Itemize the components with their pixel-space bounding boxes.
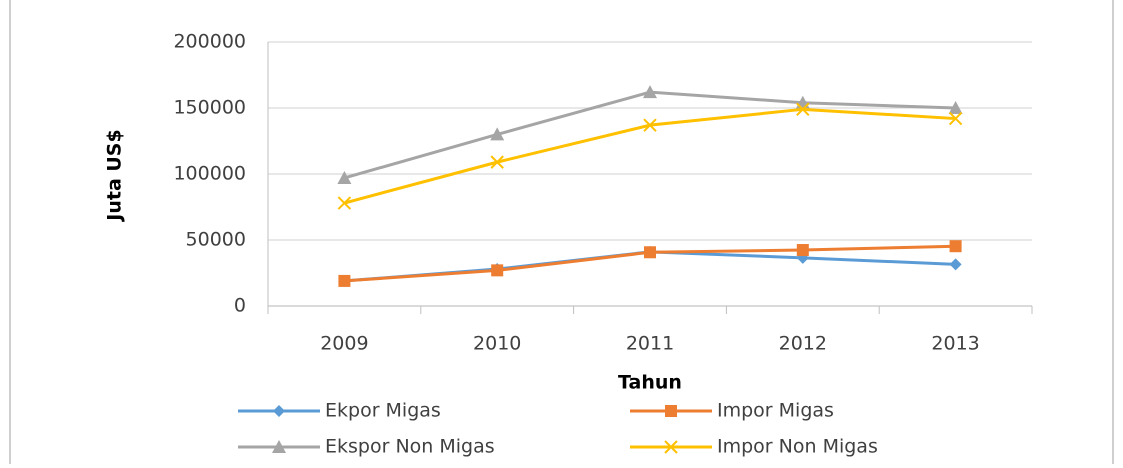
y-tick-label: 100000 (173, 163, 246, 185)
x-axis-title: Tahun (618, 372, 682, 394)
marker (664, 440, 678, 454)
marker (490, 127, 505, 141)
legend-label: Ekspor Non Migas (325, 436, 495, 458)
marker (949, 240, 962, 253)
marker (272, 440, 286, 453)
x-tick-label: 2010 (473, 333, 521, 355)
y-tick-label: 0 (234, 295, 246, 317)
marker (273, 405, 285, 417)
legend-label: Impor Migas (717, 400, 834, 422)
marker (644, 246, 656, 259)
marker (948, 101, 963, 114)
marker (643, 118, 657, 132)
legend-label: Ekpor Migas (325, 400, 441, 422)
y-axis-title: Juta US$ (104, 129, 126, 222)
marker (338, 274, 351, 287)
marker (665, 405, 677, 417)
x-tick-label: 2011 (626, 333, 674, 355)
marker (796, 244, 809, 257)
y-tick-label: 200000 (173, 31, 246, 53)
marker (948, 111, 963, 126)
x-tick-label: 2013 (931, 333, 979, 355)
y-tick-label: 150000 (173, 97, 246, 119)
legend-label: Impor Non Migas (717, 436, 878, 458)
marker (949, 258, 962, 271)
chart-frame (9, 0, 1114, 468)
y-tick-label: 50000 (186, 229, 246, 251)
x-tick-label: 2009 (320, 333, 368, 355)
marker (491, 264, 504, 277)
marker (337, 196, 352, 210)
marker (643, 85, 657, 99)
marker (337, 170, 352, 184)
x-tick-label: 2012 (779, 333, 827, 355)
marker (490, 155, 504, 169)
marker (796, 102, 810, 117)
